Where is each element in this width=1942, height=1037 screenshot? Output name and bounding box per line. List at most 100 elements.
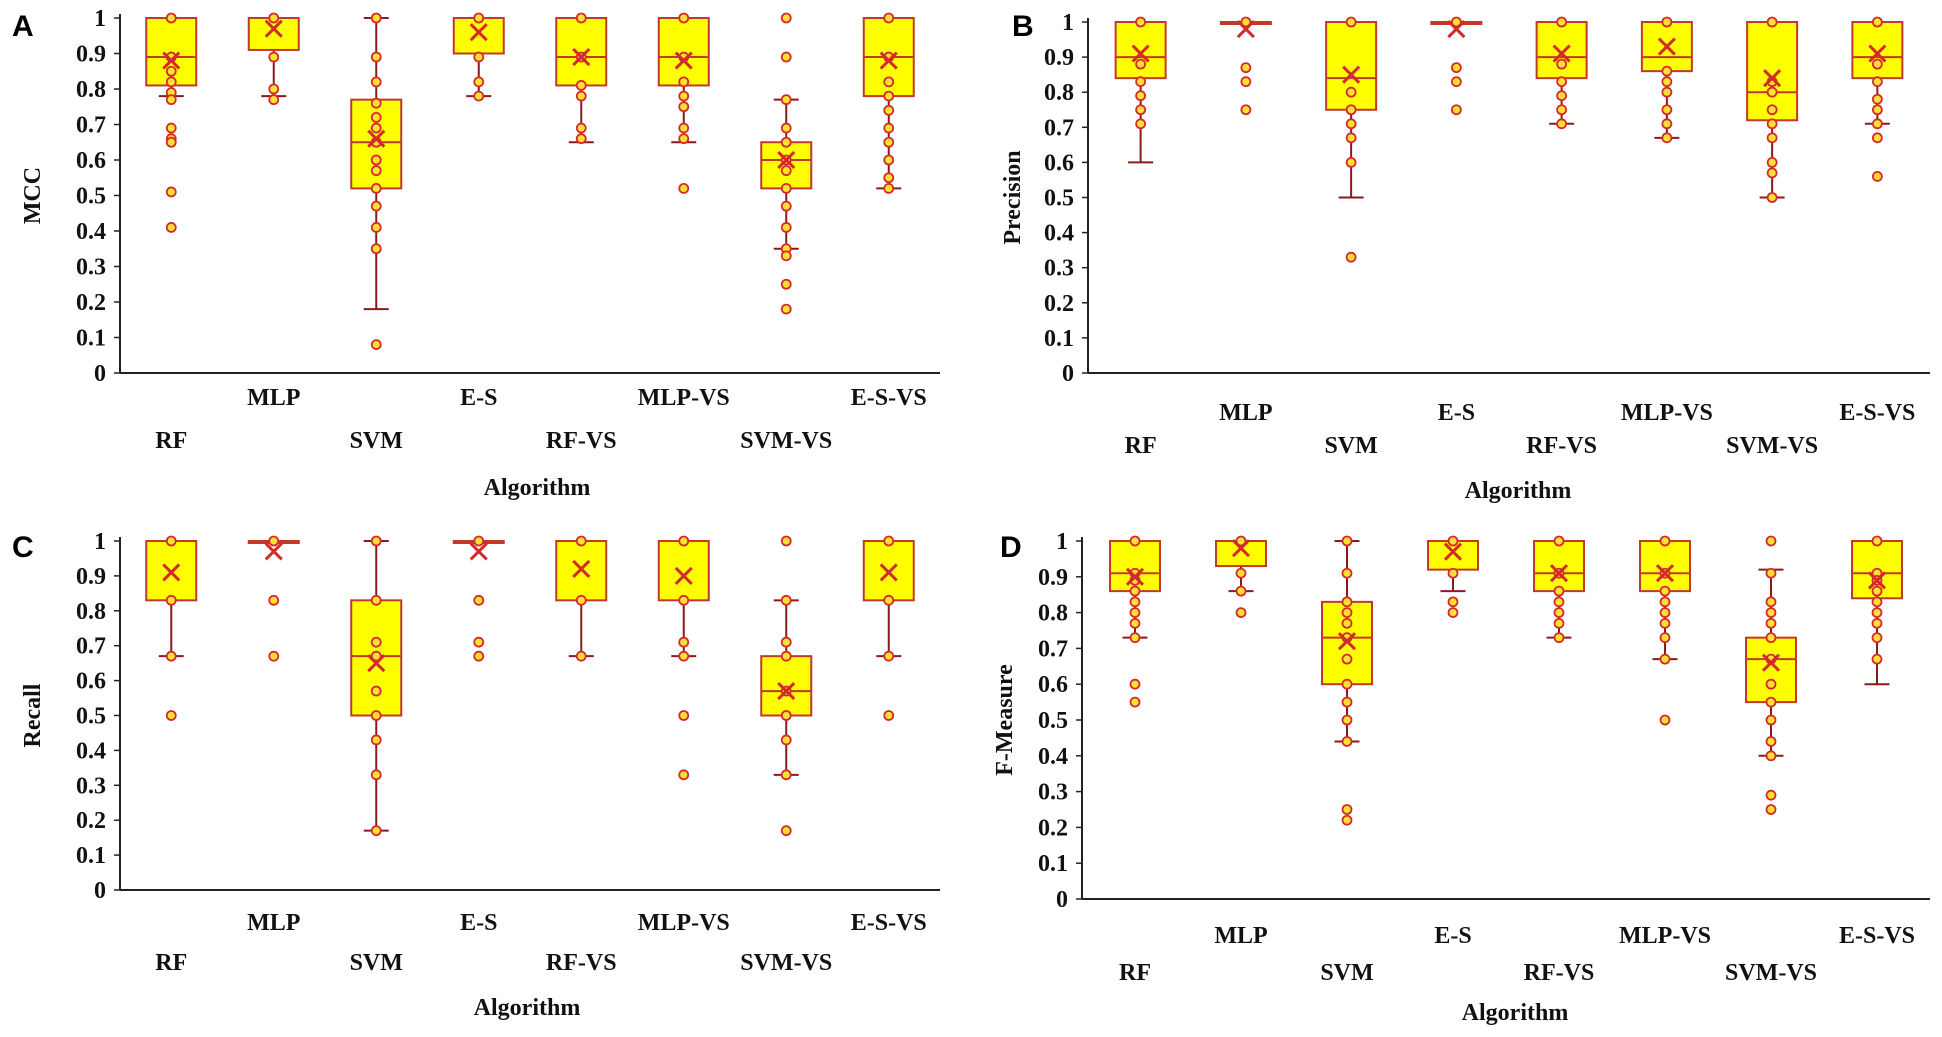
y-tick-label: 0.4 — [1038, 744, 1068, 770]
category-label: MLP — [247, 385, 300, 411]
data-point — [1871, 118, 1883, 130]
y-tick-label: 0.3 — [1044, 256, 1074, 282]
data-point — [780, 303, 792, 315]
box-group-rf — [1114, 16, 1167, 164]
y-tick-label: 0.7 — [76, 634, 106, 660]
mean-marker — [1761, 653, 1781, 672]
y-tick-label: 0.7 — [76, 113, 106, 139]
data-point — [1765, 714, 1777, 726]
data-point — [1135, 76, 1147, 88]
data-point — [1871, 585, 1883, 597]
y-tick-label: 0.1 — [1044, 326, 1074, 352]
mean-marker — [162, 563, 181, 582]
data-point — [1765, 736, 1777, 747]
data-point — [268, 535, 280, 547]
data-point — [883, 594, 895, 606]
data-point — [678, 12, 690, 24]
data-point — [1765, 804, 1777, 815]
y-tick-label: 0.1 — [76, 326, 106, 352]
box-group-mlp-vs — [657, 12, 710, 194]
data-point — [370, 535, 382, 547]
box-group-rf-vs — [1535, 16, 1588, 130]
box-group-e-s — [452, 12, 505, 102]
data-point — [1341, 607, 1353, 618]
data-point — [883, 136, 895, 148]
panel-letter: A — [12, 10, 34, 43]
data-point — [1766, 118, 1778, 130]
box-iqr — [657, 540, 710, 602]
data-point — [370, 182, 382, 194]
y-tick-label: 0.4 — [76, 738, 106, 764]
y-tick-label: 0 — [1062, 361, 1074, 387]
box-group-e-s — [452, 535, 505, 662]
box-group-e-s — [1430, 16, 1483, 116]
mean-marker — [572, 47, 591, 67]
y-tick-label: 0.8 — [1038, 601, 1068, 627]
data-point — [1659, 653, 1671, 665]
data-point — [1450, 62, 1462, 74]
data-point — [1129, 617, 1141, 629]
x-axis-title: Algorithm — [484, 475, 591, 501]
data-point — [575, 133, 587, 145]
mean-marker — [777, 150, 796, 170]
data-point — [1345, 156, 1357, 168]
data-point — [165, 650, 177, 662]
y-tick-label: 0.5 — [76, 184, 106, 210]
data-point — [370, 594, 382, 606]
category-label: E-S — [1438, 400, 1475, 426]
y-tick-label: 0.9 — [1044, 45, 1074, 71]
box-group-mlp — [247, 535, 300, 662]
data-point — [1871, 104, 1883, 116]
data-point — [575, 535, 587, 547]
data-point — [780, 710, 792, 721]
box-group-rf — [145, 535, 198, 721]
data-point — [1871, 653, 1883, 665]
category-label: RF — [155, 950, 187, 976]
y-tick-label: 0.2 — [76, 808, 106, 834]
data-point — [370, 112, 382, 123]
data-point — [1871, 535, 1883, 547]
mean-marker — [264, 542, 283, 561]
data-point — [678, 636, 690, 648]
box-group-svm-vs — [760, 535, 813, 837]
data-point — [780, 165, 792, 177]
data-point — [1661, 104, 1673, 116]
data-point — [1766, 132, 1778, 144]
y-tick-label: 1 — [94, 6, 106, 32]
box-group-svm — [1321, 535, 1373, 826]
data-point — [883, 535, 895, 547]
data-point — [1553, 607, 1565, 618]
data-point — [165, 65, 177, 77]
category-label: MLP — [1214, 923, 1267, 949]
chart-panel-b: B 0 0.1 0.2 0.3 0.4 0.5 0.6 0.7 0.8 0.9 1 Precision A… — [1000, 10, 1930, 504]
y-tick-label: 0.7 — [1044, 115, 1074, 141]
mean-marker — [367, 129, 386, 148]
data-point — [1341, 567, 1353, 579]
box-group-svm — [1325, 16, 1378, 263]
data-point — [883, 12, 895, 24]
data-point — [1871, 617, 1883, 629]
data-point — [678, 594, 690, 606]
data-point — [780, 769, 792, 781]
box-group-rf-vs — [1533, 535, 1585, 644]
data-point — [1765, 567, 1777, 579]
data-point — [370, 97, 382, 109]
data-point — [1235, 567, 1247, 579]
data-point — [883, 172, 895, 184]
data-point — [1766, 16, 1778, 28]
chart-panel-d: D 0 0.1 0.2 0.3 0.4 0.5 0.6 0.7 0.8 0.9 1 F-Measure A… — [992, 529, 1930, 1026]
mean-marker — [1657, 37, 1676, 56]
mean-marker — [1337, 632, 1357, 651]
mean-marker — [1552, 44, 1571, 63]
data-point — [1661, 65, 1673, 77]
box-group-rf — [145, 12, 198, 233]
data-point — [678, 76, 690, 88]
data-point — [678, 182, 690, 194]
y-tick-label: 0.8 — [76, 599, 106, 625]
data-point — [268, 51, 280, 63]
y-tick-label: 0.3 — [76, 773, 106, 799]
data-point — [883, 122, 895, 134]
category-label: SVM — [1324, 433, 1377, 459]
data-point — [780, 734, 792, 746]
y-axis-title: Recall — [20, 683, 46, 747]
